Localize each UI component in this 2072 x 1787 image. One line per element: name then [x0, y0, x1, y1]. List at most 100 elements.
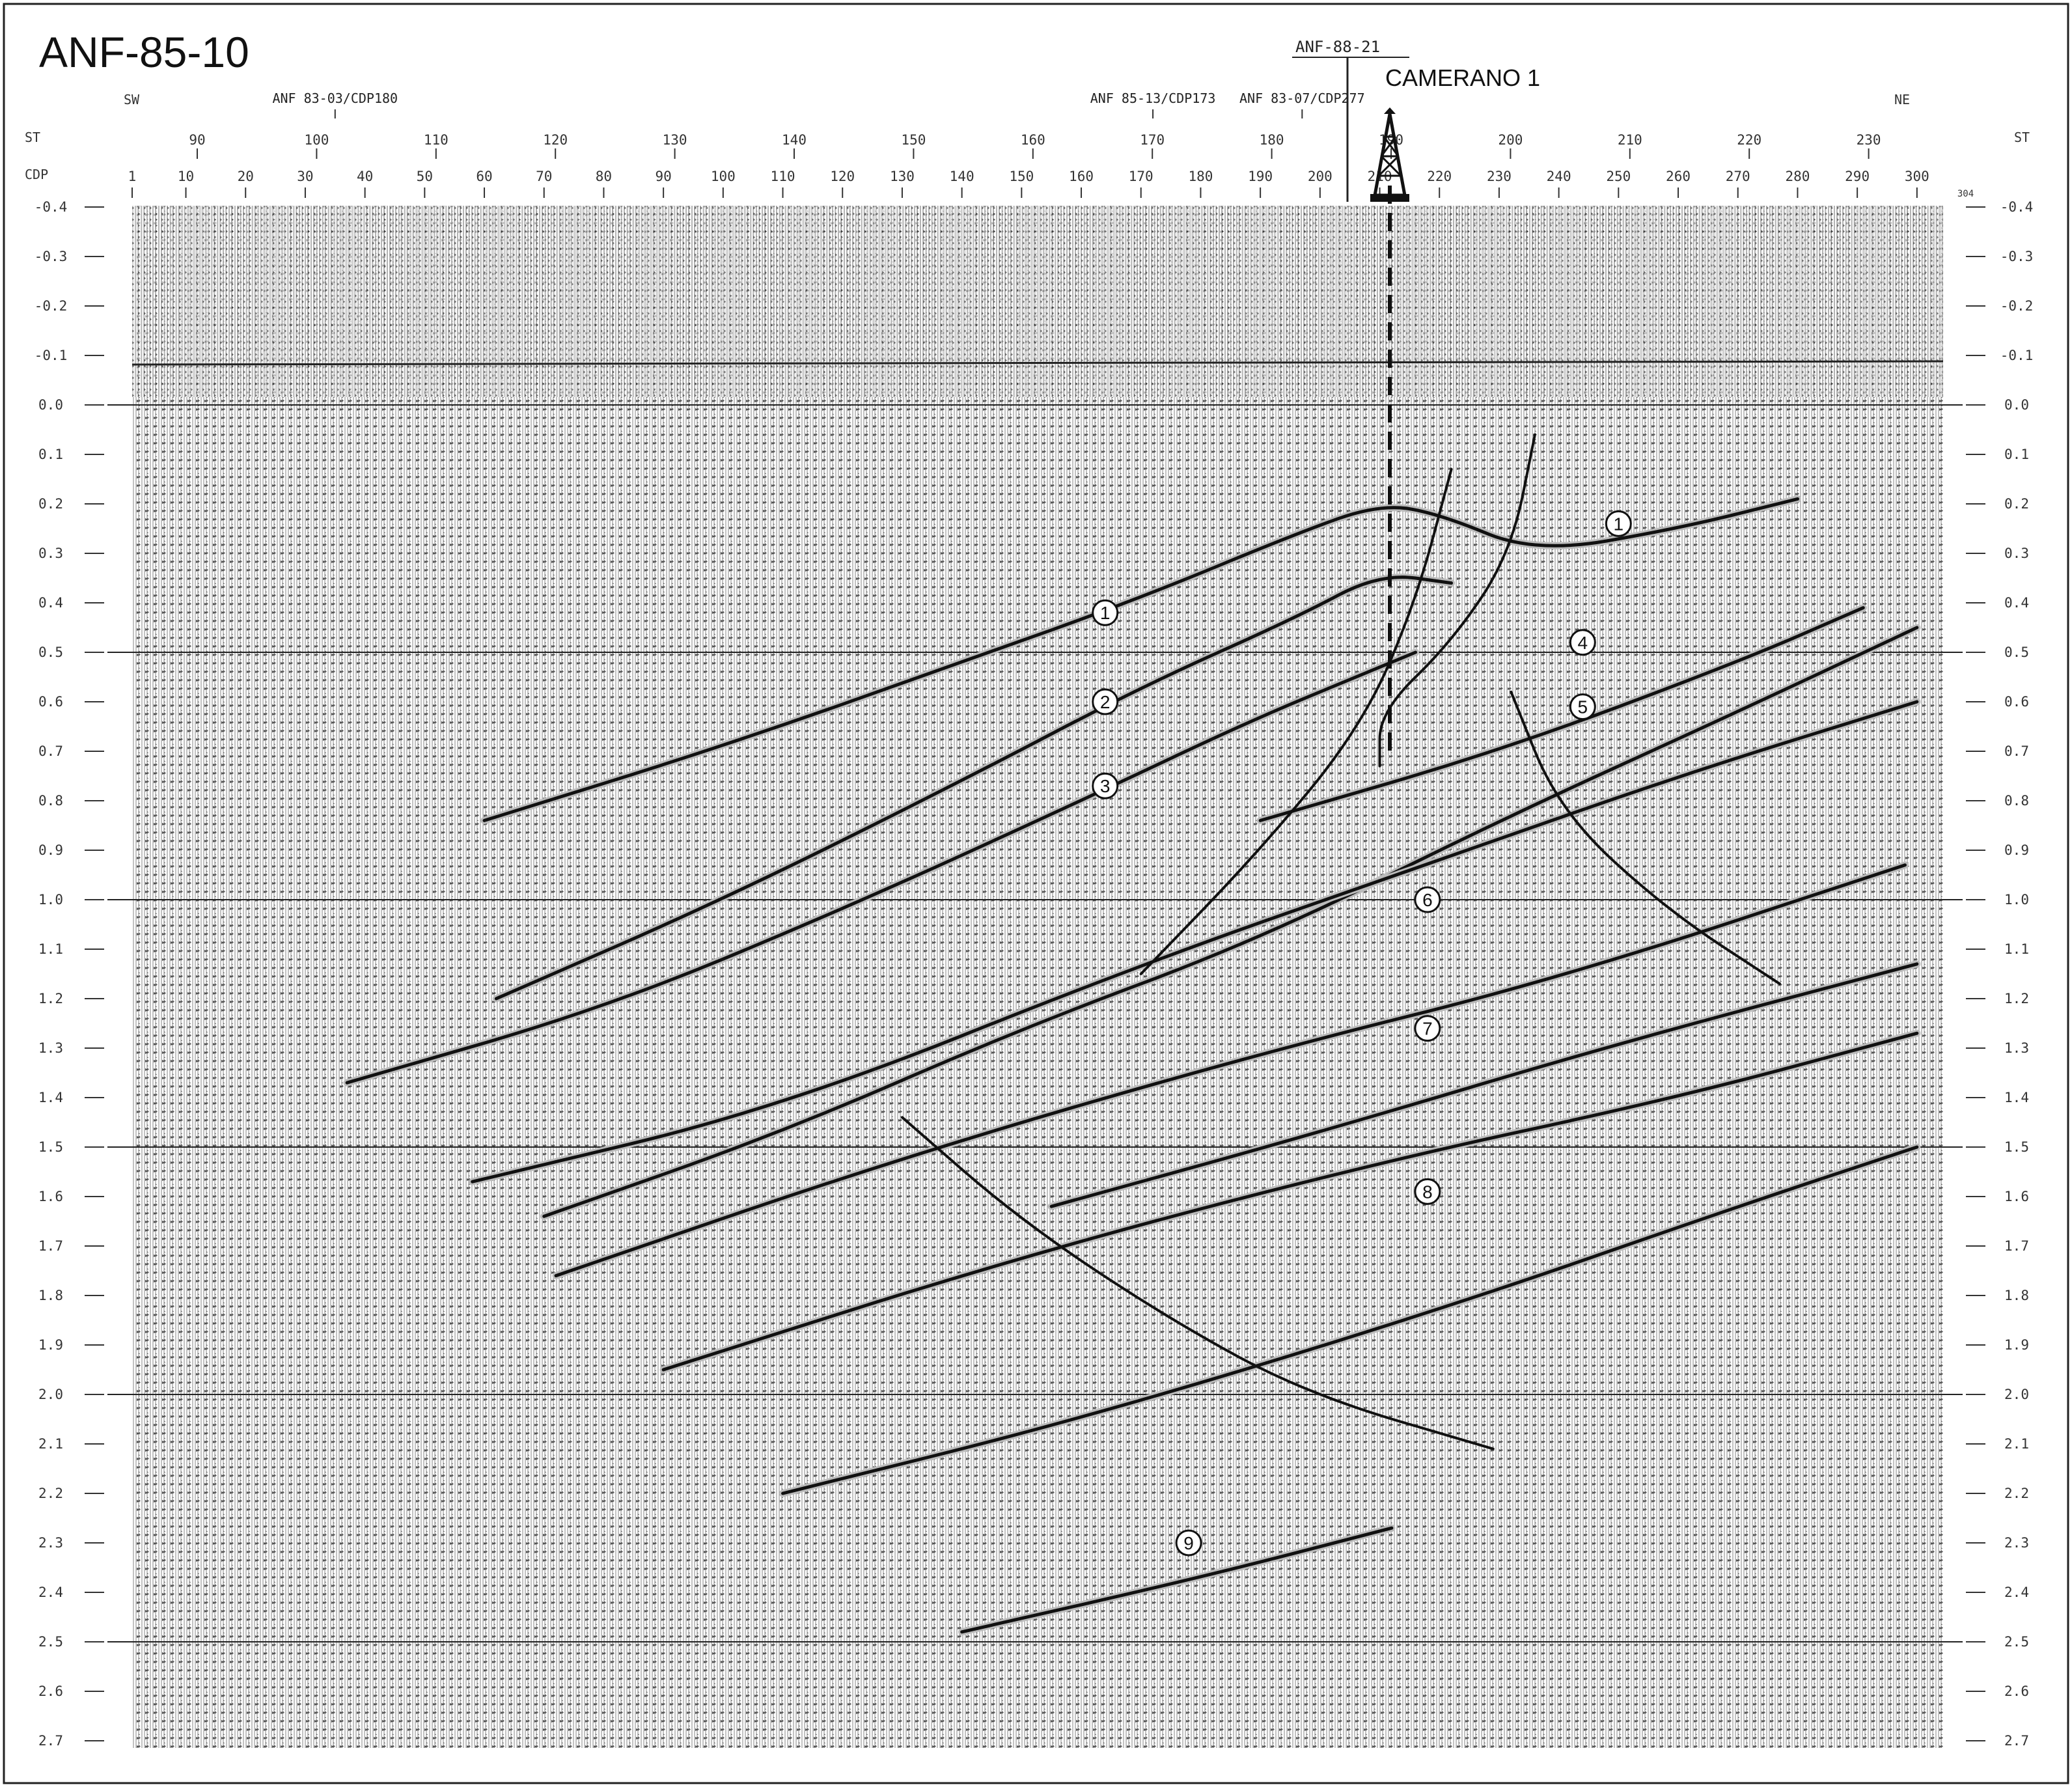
cdp-tick-label: 150 — [1009, 169, 1034, 184]
cdp-tick-label: 1 — [128, 169, 137, 184]
time-tick-left: 2.7 — [38, 1733, 63, 1749]
time-tick-right: 2.5 — [2004, 1634, 2029, 1650]
cdp-tick-label: 190 — [1248, 169, 1273, 184]
station-tick-label: 160 — [1021, 132, 1045, 148]
direction-right-label: NE — [1894, 92, 1910, 107]
horizon-label: 9 — [1183, 1533, 1194, 1553]
cdp-end-label: 304 — [1957, 189, 1974, 199]
horizon-line — [345, 650, 1418, 1085]
seismic-panel — [132, 206, 1943, 1748]
time-tick-left: 0.8 — [38, 793, 63, 809]
horizon-label: 1 — [1100, 603, 1111, 623]
cdp-tick-label: 240 — [1547, 169, 1571, 184]
horizon-label: 4 — [1578, 633, 1588, 653]
time-tick-right: 1.2 — [2004, 991, 2029, 1006]
cdp-tick-label: 90 — [655, 169, 671, 184]
time-tick-left: 0.9 — [38, 842, 63, 858]
time-tick-right: -0.3 — [2000, 249, 2034, 264]
station-tick-label: 220 — [1737, 132, 1761, 148]
station-tick-label: 200 — [1498, 132, 1523, 148]
cdp-tick-label: 100 — [711, 169, 736, 184]
time-tick-left: 0.3 — [38, 546, 63, 561]
well-name: CAMERANO 1 — [1385, 64, 1540, 91]
time-tick-left: 1.8 — [38, 1288, 63, 1303]
time-tick-left: 0.7 — [38, 743, 63, 759]
horizon-label-circle — [1414, 1015, 1441, 1042]
horizon-label-circle — [1605, 510, 1632, 537]
cdp-tick-label: 140 — [950, 169, 974, 184]
time-tick-right: 1.8 — [2004, 1288, 2029, 1303]
time-tick-left: 1.9 — [38, 1337, 63, 1353]
horizon-label: 1 — [1614, 514, 1624, 534]
station-tick-label: 140 — [782, 132, 807, 148]
cdp-tick-label: 250 — [1606, 169, 1631, 184]
time-tick-right: 1.4 — [2004, 1090, 2029, 1105]
direction-left-label: SW — [124, 92, 140, 107]
datum-line — [131, 360, 1944, 366]
line-tie-label: ANF 83-07/CDP277 — [1239, 90, 1365, 106]
cdp-row-label: CDP — [25, 167, 48, 182]
line-ties: ANF 83-03/CDP180 ANF 85-13/CDP173 ANF 83-0… — [272, 57, 1365, 202]
cdp-tick-label: 280 — [1785, 169, 1810, 184]
cdp-tick-label: 200 — [1308, 169, 1333, 184]
time-tick-right: 2.1 — [2004, 1436, 2029, 1452]
station-row-label-right: ST — [2014, 130, 2030, 145]
station-tick-label: 90 — [189, 132, 205, 148]
horizon-label: 7 — [1422, 1019, 1433, 1039]
page-border — [3, 3, 2069, 1784]
time-tick-right: 1.0 — [2004, 892, 2029, 907]
cdp-tick-label: 10 — [178, 169, 194, 184]
station-row-label: ST — [25, 130, 40, 145]
line-title: ANF-85-10 — [39, 28, 249, 76]
cdp-tick-label: 260 — [1666, 169, 1691, 184]
horizon-label: 2 — [1100, 692, 1111, 712]
horizon-lines — [343, 495, 1921, 1636]
time-tick-left: 0.2 — [38, 496, 63, 512]
cdp-tick-label: 40 — [357, 169, 373, 184]
station-tick-label: 110 — [424, 132, 449, 148]
time-tick-right: 2.3 — [2004, 1535, 2029, 1551]
time-tick-right: 1.6 — [2004, 1189, 2029, 1204]
time-tick-left: 2.5 — [38, 1634, 63, 1650]
horizon-label-circle — [1092, 772, 1119, 799]
horizon-label: 6 — [1422, 890, 1433, 910]
horizon-label-circle — [1092, 688, 1119, 715]
cdp-tick-label: 110 — [771, 169, 795, 184]
cdp-tick-label: 180 — [1188, 169, 1213, 184]
time-tick-left: -0.4 — [35, 199, 68, 215]
time-tick-left: 1.7 — [38, 1238, 63, 1254]
horizon-line — [960, 1526, 1394, 1634]
time-tick-left: 1.3 — [38, 1040, 63, 1056]
cdp-tick-label: 220 — [1427, 169, 1452, 184]
station-tick-label: 150 — [901, 132, 926, 148]
time-tick-right: 0.4 — [2004, 595, 2029, 611]
horizon-label-circle — [1569, 629, 1596, 656]
crossing-line-label: ANF-88-21 — [1295, 38, 1380, 56]
cdp-tick-label: 170 — [1129, 169, 1153, 184]
time-tick-right: 0.9 — [2004, 842, 2029, 858]
time-tick-right: 1.7 — [2004, 1238, 2029, 1254]
time-tick-left: 2.3 — [38, 1535, 63, 1551]
horizon-line — [1049, 962, 1919, 1208]
time-axis: -0.4 -0.4 -0.3 -0.3 -0.2 -0.2 -0.1 -0.1 0.0 0.0 0.… — [35, 199, 2034, 1749]
fault-line — [1510, 690, 1781, 986]
cdp-tick-label: 30 — [297, 169, 313, 184]
cdp-tick-label: 120 — [830, 169, 855, 184]
horizon-line — [661, 1031, 1919, 1372]
horizon-line — [471, 700, 1919, 1184]
station-tick-label: 230 — [1857, 132, 1881, 148]
horizon-label: 8 — [1422, 1182, 1433, 1202]
time-tick-right: 2.2 — [2004, 1486, 2029, 1501]
horizon-label: 5 — [1578, 697, 1588, 717]
line-tie-label: ANF 85-13/CDP173 — [1090, 90, 1216, 106]
time-tick-right: 0.8 — [2004, 793, 2029, 809]
time-tick-left: 2.4 — [38, 1585, 63, 1600]
mute-zone — [132, 206, 1943, 397]
time-tick-left: 2.2 — [38, 1486, 63, 1501]
station-tick-label: 170 — [1140, 132, 1165, 148]
horizon-line — [554, 863, 1907, 1278]
cdp-tick-label: 60 — [476, 169, 492, 184]
cdp-tick-label: 50 — [417, 169, 433, 184]
fault-line — [900, 1116, 1495, 1450]
horizon-line — [1258, 606, 1865, 822]
